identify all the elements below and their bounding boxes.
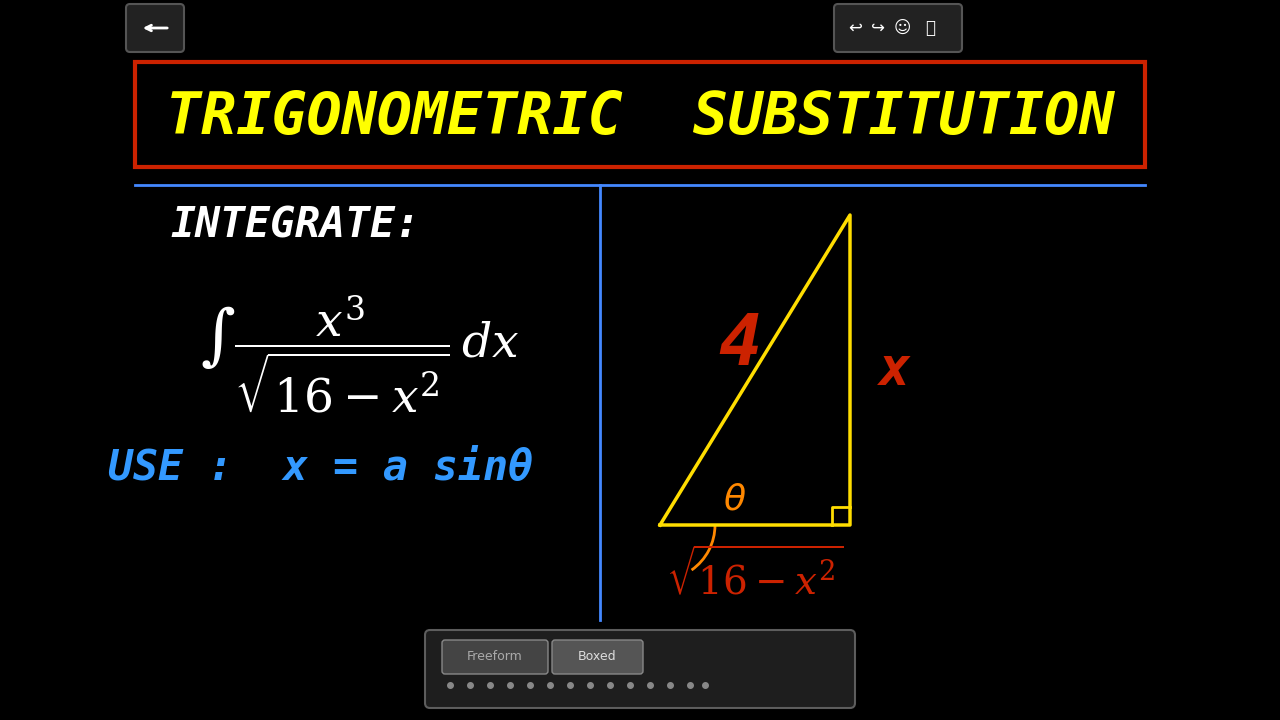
Text: 4: 4 — [718, 310, 762, 379]
Text: USE :  x = a sinθ: USE : x = a sinθ — [108, 447, 532, 489]
FancyBboxPatch shape — [125, 4, 184, 52]
Text: ↩: ↩ — [849, 19, 861, 37]
Text: x: x — [879, 344, 911, 396]
Text: $\sqrt{16-x^2}$: $\sqrt{16-x^2}$ — [667, 548, 844, 603]
Text: ☺: ☺ — [893, 19, 910, 37]
FancyBboxPatch shape — [552, 640, 643, 674]
Text: Freeform: Freeform — [467, 650, 522, 664]
Text: TRIGONOMETRIC  SUBSTITUTION: TRIGONOMETRIC SUBSTITUTION — [166, 89, 1114, 145]
FancyBboxPatch shape — [425, 630, 855, 708]
FancyBboxPatch shape — [442, 640, 548, 674]
Text: $\int \dfrac{x^3}{\sqrt{16-x^2}}\,dx$: $\int \dfrac{x^3}{\sqrt{16-x^2}}\,dx$ — [200, 294, 520, 416]
Text: ⬜: ⬜ — [925, 19, 934, 37]
Text: $\theta$: $\theta$ — [723, 483, 746, 517]
Text: ↪: ↪ — [872, 19, 884, 37]
Text: INTEGRATE:: INTEGRATE: — [170, 204, 420, 246]
Text: Boxed: Boxed — [577, 650, 616, 664]
FancyBboxPatch shape — [835, 4, 963, 52]
